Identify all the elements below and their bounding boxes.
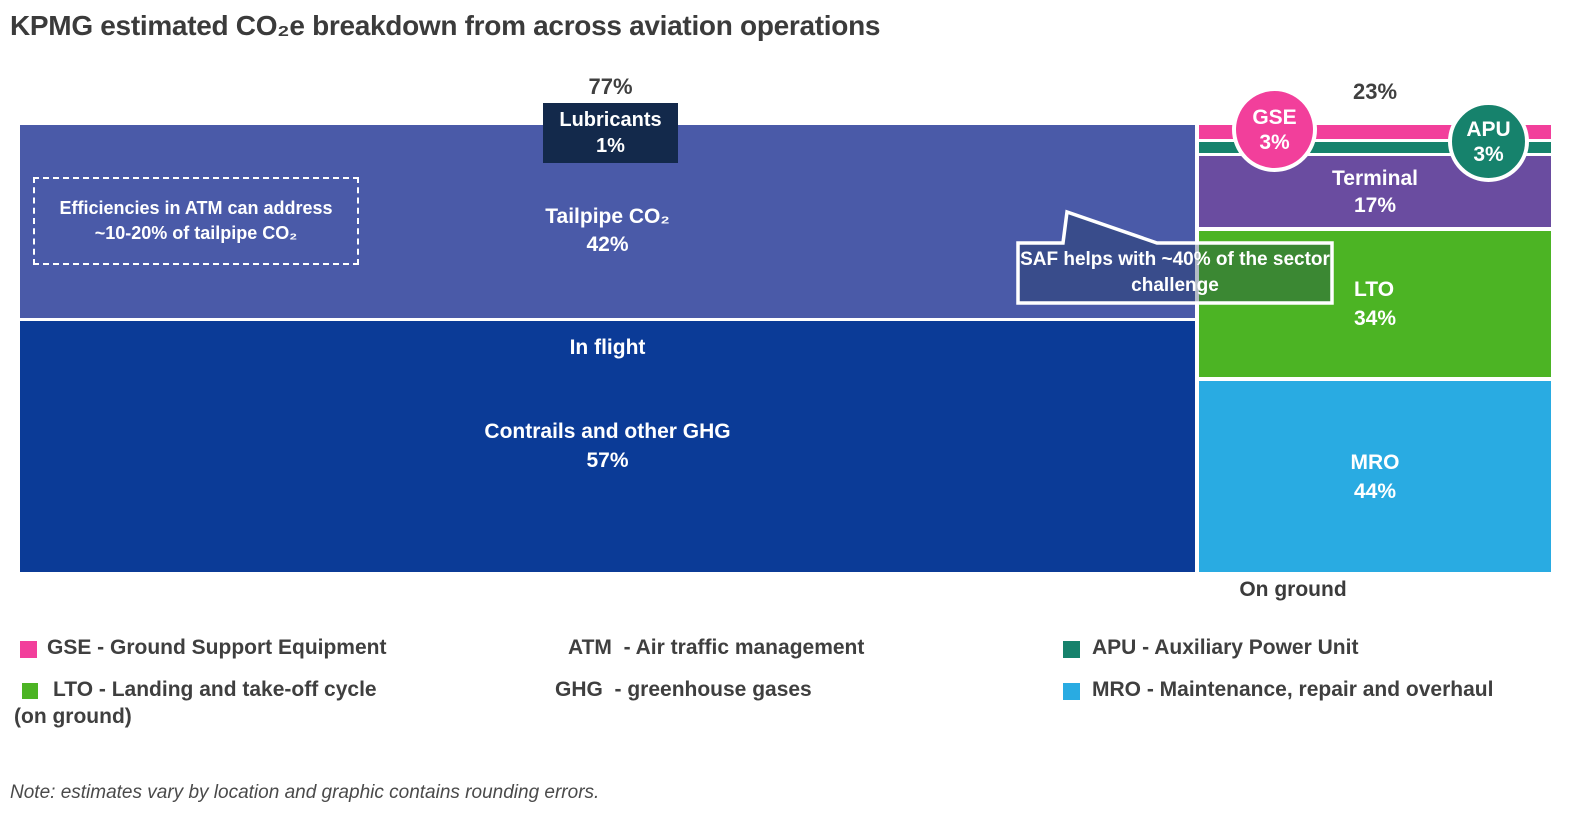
footnote: Note: estimates vary by location and gra… <box>10 782 600 803</box>
terminal-pct: 17% <box>1353 193 1397 217</box>
in-flight-share-label: 77% <box>588 74 633 99</box>
apu-name: APU <box>1466 117 1511 141</box>
tailpipe-co2-name: Tailpipe CO₂ <box>545 205 670 228</box>
on-ground-group-label: On ground <box>1239 578 1347 601</box>
legend-lto: LTO - Landing and take-off cycle <box>53 678 377 701</box>
terminal-name: Terminal <box>1332 166 1418 190</box>
mro-name: MRO <box>1350 450 1400 474</box>
lto-pct: 34% <box>1354 307 1397 330</box>
atm-efficiency-callout: Efficiencies in ATM can address ~10-20% … <box>33 177 359 265</box>
on-ground-share-label: 23% <box>1352 79 1398 104</box>
saf-callout-shape <box>1016 209 1334 305</box>
contrails-name: Contrails and other GHG <box>484 420 731 443</box>
legend-lto-line2: (on ground) <box>14 705 132 728</box>
tailpipe-co2-label: Tailpipe CO₂ 42% <box>20 203 1195 259</box>
saf-callout-text: SAF helps with ~40% of the sector challe… <box>1020 249 1330 296</box>
in-flight-group-label: In flight <box>569 336 646 359</box>
contrails-label: Contrails and other GHG 57% <box>20 417 1195 475</box>
apu-segment <box>1199 142 1551 153</box>
apu-bubble: APU 3% <box>1448 101 1529 182</box>
gse-name: GSE <box>1252 105 1297 129</box>
atm-efficiency-callout-text: Efficiencies in ATM can address ~10-20% … <box>59 198 333 243</box>
tailpipe-co2-pct: 42% <box>586 233 629 256</box>
mro-pct: 44% <box>1353 479 1397 503</box>
lubricants-tag: Lubricants 1% <box>543 103 678 163</box>
gse-legend-swatch <box>20 641 37 658</box>
page-title: KPMG estimated CO₂e breakdown from acros… <box>10 10 881 41</box>
lto-label: LTO 34% <box>1354 275 1396 333</box>
contrails-segment <box>20 321 1195 572</box>
contrails-pct: 57% <box>586 449 629 472</box>
apu-pct: 3% <box>1473 142 1504 166</box>
lto-legend-swatch <box>22 683 38 699</box>
legend-mro: MRO - Maintenance, repair and overhaul <box>1092 678 1494 701</box>
lubricants-name: Lubricants <box>559 109 662 131</box>
apu-legend-swatch <box>1063 641 1080 658</box>
gse-pct: 3% <box>1259 130 1290 154</box>
legend-ghg: GHG - greenhouse gases <box>555 678 812 701</box>
legend-apu: APU - Auxiliary Power Unit <box>1092 636 1359 659</box>
mro-legend-swatch <box>1063 683 1080 700</box>
lto-name: LTO <box>1354 278 1395 301</box>
saf-callout-outline <box>1016 209 1334 305</box>
legend-atm: ATM - Air traffic management <box>568 636 865 659</box>
legend-gse: GSE - Ground Support Equipment <box>47 636 387 659</box>
lubricants-pct: 1% <box>596 135 625 157</box>
gse-bubble: GSE 3% <box>1232 87 1317 172</box>
mro-segment: MRO 44% <box>1199 381 1551 572</box>
